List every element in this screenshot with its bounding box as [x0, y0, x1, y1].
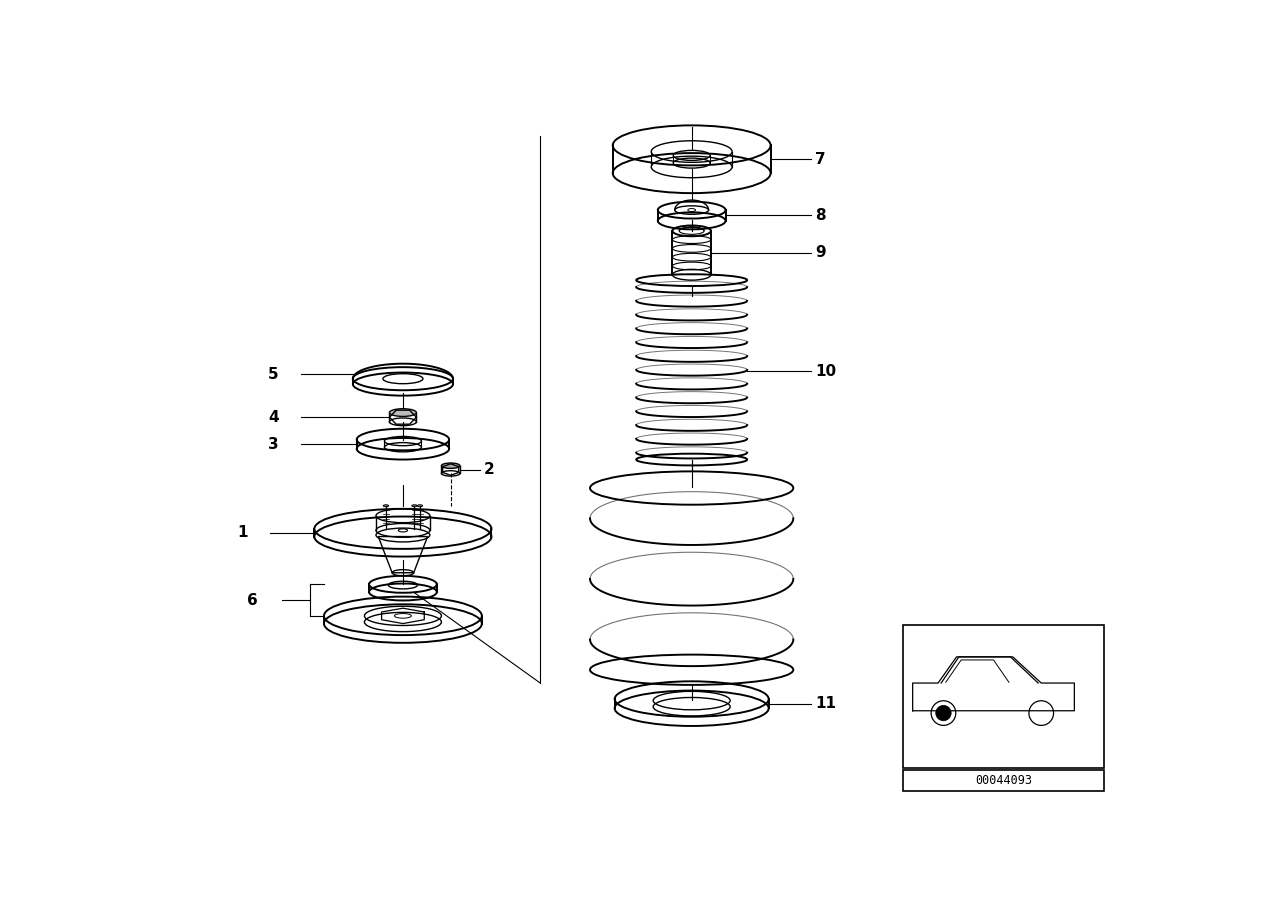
Ellipse shape [412, 505, 417, 507]
Text: 5: 5 [268, 367, 278, 381]
Text: 7: 7 [815, 152, 826, 167]
Text: 3: 3 [268, 437, 278, 451]
Bar [903, 625, 1104, 767]
Ellipse shape [384, 505, 389, 507]
Bar [903, 770, 1104, 791]
Text: 00044093: 00044093 [975, 774, 1032, 787]
Circle shape [936, 705, 951, 721]
Text: 11: 11 [815, 696, 836, 711]
Text: 8: 8 [815, 208, 826, 223]
Text: 9: 9 [815, 246, 826, 260]
Text: 10: 10 [815, 363, 836, 379]
Text: 1: 1 [237, 525, 247, 541]
Ellipse shape [417, 505, 422, 507]
Text: 2: 2 [484, 462, 495, 477]
Ellipse shape [442, 463, 460, 469]
Ellipse shape [389, 409, 416, 417]
Text: 6: 6 [247, 592, 258, 608]
Text: 4: 4 [268, 410, 278, 425]
